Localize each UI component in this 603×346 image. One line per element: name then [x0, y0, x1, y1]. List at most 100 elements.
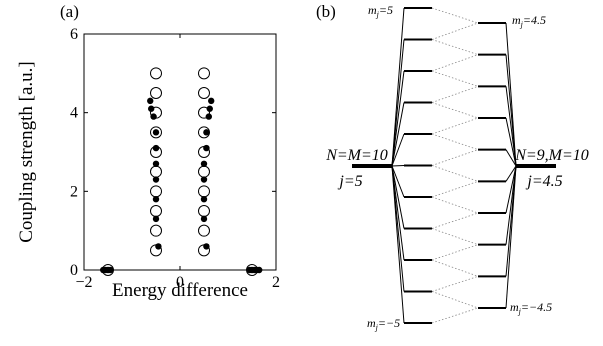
dotted-link — [431, 70, 479, 87]
left-state-label: N=M=10 — [325, 147, 388, 164]
right-bottom-mj-label: mj=−4.5 — [510, 300, 552, 316]
filled-point — [203, 144, 210, 152]
y-tick-label: 4 — [70, 105, 78, 122]
open-circle-series — [102, 67, 258, 276]
left-fan-line — [391, 70, 405, 167]
left-fan-line — [391, 165, 405, 229]
svg-text:mj=5: mj=5 — [368, 3, 393, 19]
left-fan-line — [391, 39, 405, 167]
x-tick-label: −2 — [75, 274, 92, 291]
dotted-link — [431, 54, 479, 72]
dotted-link — [431, 228, 479, 246]
right-fan-line — [505, 54, 517, 167]
svg-text:mj=−4.5: mj=−4.5 — [510, 300, 552, 316]
filled-dot-series — [100, 97, 263, 274]
right-fan-line — [505, 165, 517, 214]
filled-point — [155, 243, 162, 250]
x-tick-label: 2 — [272, 274, 280, 291]
open-point — [198, 185, 210, 198]
dotted-link — [431, 291, 479, 309]
filled-point — [152, 129, 160, 136]
dotted-link — [431, 117, 479, 135]
filled-point — [256, 266, 263, 274]
svg-text:mj=4.5: mj=4.5 — [512, 13, 546, 29]
right-sublevels — [478, 22, 517, 309]
open-point — [198, 87, 210, 99]
right-fan-line — [505, 86, 517, 167]
filled-point — [203, 243, 210, 250]
svg-text:mj=−5: mj=−5 — [367, 316, 400, 332]
open-point — [198, 165, 210, 178]
dotted-link — [431, 196, 479, 214]
open-point — [150, 165, 162, 178]
left-sublevels — [391, 7, 432, 324]
left-fan-line — [391, 102, 405, 167]
filled-point — [200, 160, 208, 167]
filled-point — [107, 266, 114, 274]
dotted-link — [431, 133, 479, 151]
open-point — [198, 205, 210, 217]
left-bottom-mj-label: mj=−5 — [367, 316, 400, 332]
filled-point — [148, 105, 155, 112]
right-fan-line — [505, 149, 517, 167]
left-j-label: j=5 — [337, 173, 362, 190]
open-point — [150, 185, 162, 198]
right-fan-line — [505, 165, 517, 182]
open-point — [150, 224, 162, 237]
dotted-link — [431, 39, 479, 56]
filled-point — [152, 160, 160, 167]
right-fan-line — [505, 165, 517, 309]
y-axis-label: Coupling strength [a.u.] — [16, 61, 37, 243]
dotted-link — [431, 180, 479, 198]
open-point — [198, 67, 210, 80]
open-point — [150, 87, 162, 99]
dotted-link — [431, 165, 479, 182]
dotted-link — [431, 307, 479, 324]
filled-point — [203, 129, 210, 136]
panel-a-label: (a) — [60, 2, 79, 21]
filled-point — [208, 97, 215, 105]
filled-point — [152, 144, 160, 152]
y-tick-label: 6 — [70, 26, 78, 43]
dotted-link — [431, 259, 479, 277]
filled-point — [152, 176, 160, 183]
x-axis-label: Energy difference — [112, 280, 248, 301]
left-fan-line — [391, 165, 405, 198]
y-tick-label: 0 — [70, 262, 78, 279]
transition-links — [431, 7, 479, 324]
dotted-link — [431, 244, 479, 261]
right-fan-line — [505, 117, 517, 167]
right-state-label: N=9,M=10 — [514, 147, 589, 164]
dotted-link — [431, 102, 479, 119]
left-top-mj-label: mj=5 — [368, 3, 393, 19]
dotted-link — [431, 85, 479, 103]
x-tick-label: 0 — [176, 274, 184, 291]
open-point — [198, 224, 210, 237]
panel-b-label: (b) — [316, 2, 336, 21]
filled-point — [150, 113, 157, 120]
right-j-label: j=4.5 — [525, 173, 562, 190]
right-top-mj-label: mj=4.5 — [512, 13, 546, 29]
filled-point — [147, 97, 154, 105]
left-fan-line — [391, 133, 405, 167]
dotted-link — [431, 149, 479, 166]
filled-point — [200, 176, 208, 183]
plot-frame — [83, 33, 277, 271]
filled-point — [152, 196, 160, 203]
filled-point — [200, 215, 208, 223]
dotted-link — [431, 22, 479, 40]
filled-point — [206, 105, 213, 112]
filled-point — [152, 215, 160, 223]
dotted-link — [431, 275, 479, 292]
filled-point — [205, 113, 212, 120]
dotted-link — [431, 7, 479, 24]
dotted-link — [431, 212, 479, 229]
y-tick-label: 2 — [70, 183, 78, 200]
open-point — [150, 67, 162, 80]
level-diagram: N=M=10 j=5 N=9,M=10 j=4.5 mj=5 mj=−5 mj=… — [325, 3, 589, 332]
left-fan-line — [391, 165, 405, 167]
open-point — [150, 205, 162, 217]
